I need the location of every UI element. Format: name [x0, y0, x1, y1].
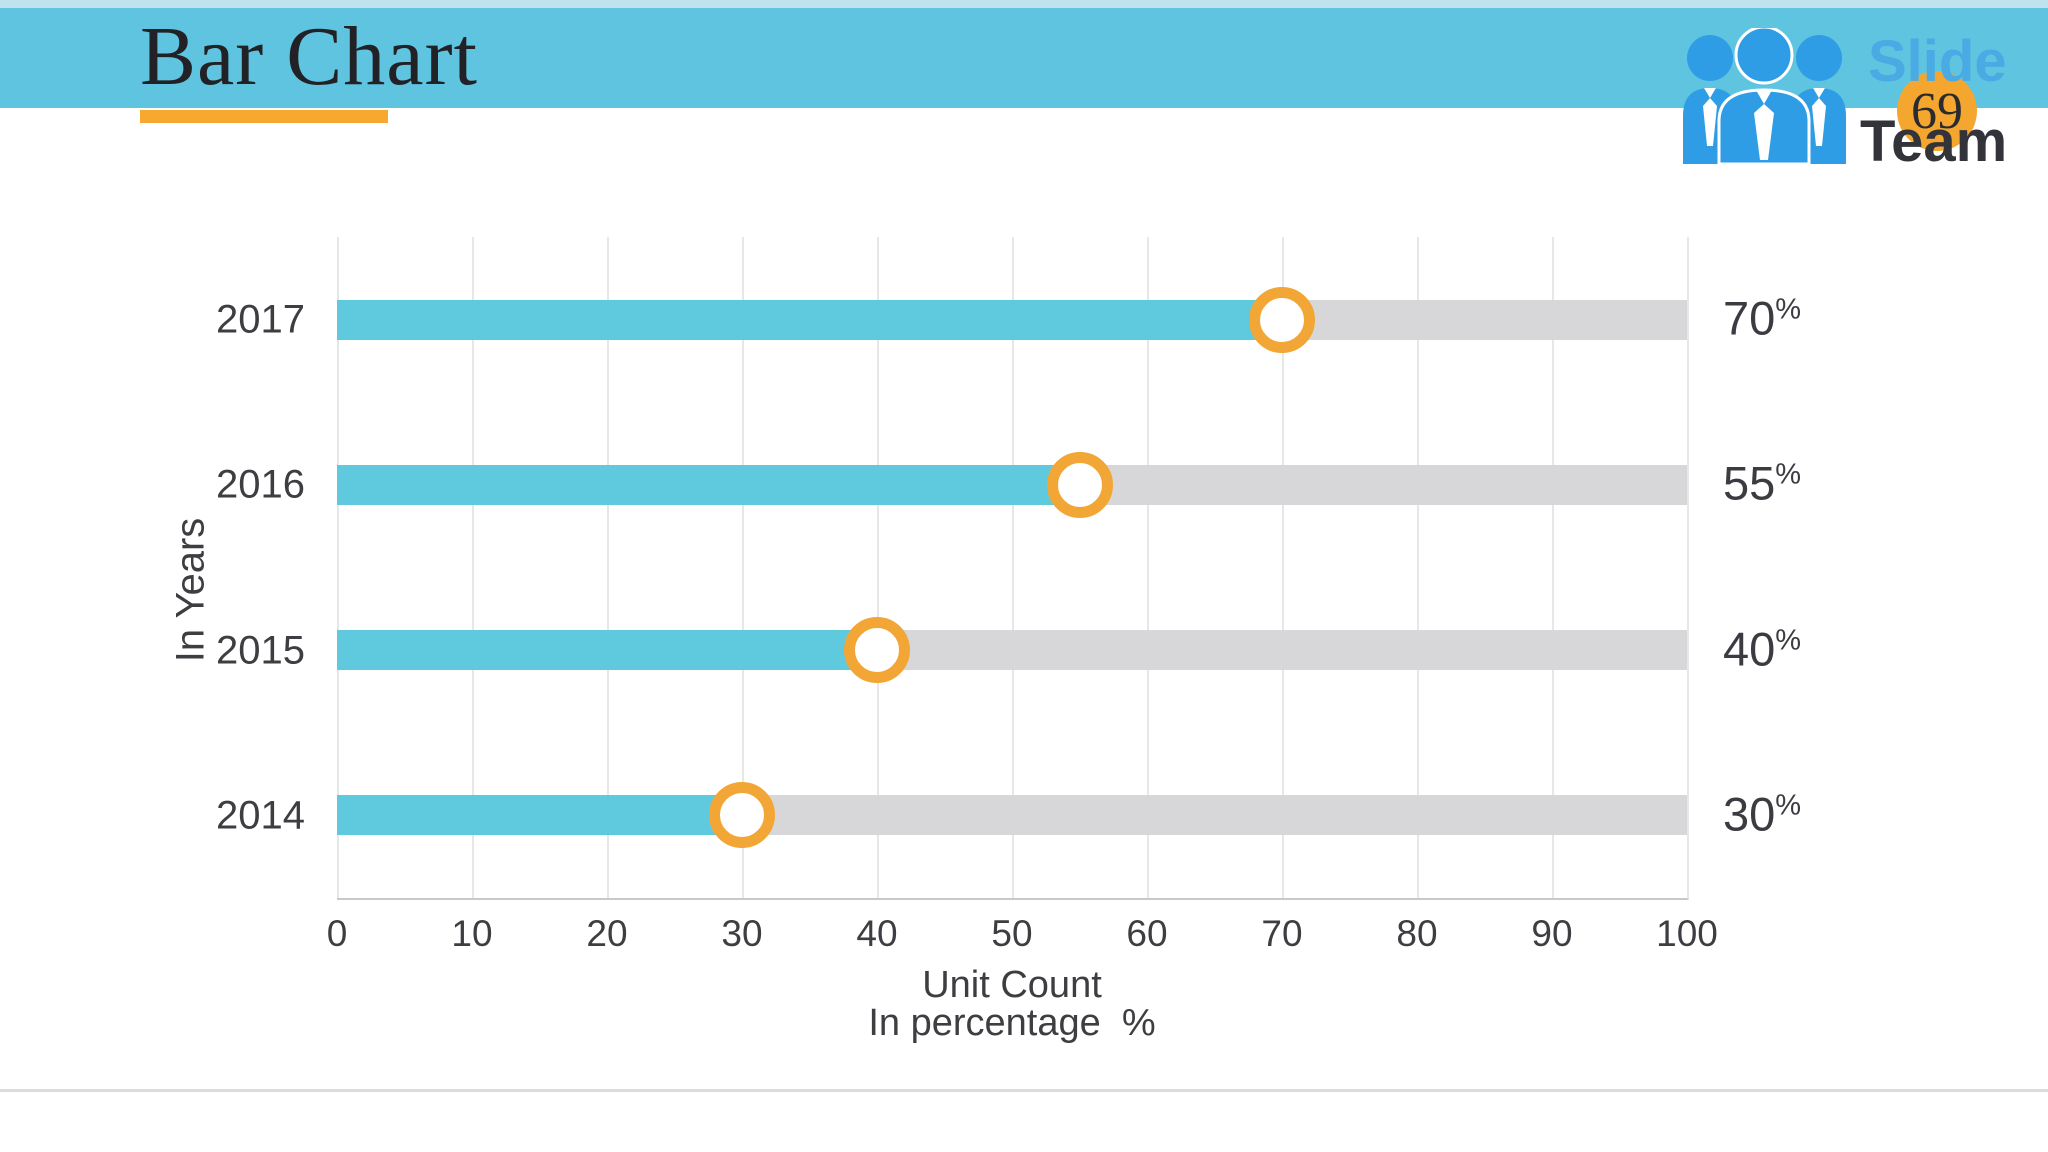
- slideteam-people-icon: [1683, 28, 1846, 164]
- logo-text-team: Team: [1860, 109, 2008, 174]
- x-tick: 100: [1656, 913, 1718, 954]
- logo-text-slide: Slide: [1868, 29, 2007, 94]
- x-tick: 0: [326, 913, 348, 954]
- y-axis-label-2016: 2016: [216, 462, 305, 507]
- bar-row-2016: [337, 452, 1687, 518]
- x-tick: 10: [451, 913, 493, 954]
- header-top-strip: [0, 0, 2048, 8]
- x-axis-ticks: 0 10 20 30 40 50 60 70 80 90 100: [327, 912, 1718, 956]
- slide-title: Bar Chart: [140, 10, 478, 103]
- bar-fill: [337, 465, 1080, 505]
- bar-fill: [337, 300, 1282, 340]
- value-labels: 70% 55% 40% 30%: [1723, 237, 2023, 898]
- value-label-2016: 55%: [1723, 456, 1802, 510]
- bar-marker-ring: [709, 782, 775, 848]
- bottom-divider-line: [0, 1089, 2048, 1092]
- logo-badge: 69: [1897, 71, 1977, 151]
- y-axis-title: In Years: [168, 517, 213, 663]
- x-tick: 50: [991, 913, 1033, 954]
- bar-row-2014: [337, 782, 1687, 848]
- bar-chart-plot-area: [337, 237, 1689, 900]
- y-axis-label-2015: 2015: [216, 628, 305, 673]
- percent-sign: %: [1775, 624, 1802, 657]
- x-axis-title-line1: Unit Count: [922, 964, 1102, 1006]
- x-axis-title-line2: In percentage %: [868, 1002, 1156, 1044]
- percent-sign: %: [1775, 293, 1802, 326]
- y-axis-label-2014: 2014: [216, 793, 305, 838]
- x-tick: 60: [1126, 913, 1168, 954]
- value-label-2017: 70%: [1723, 291, 1802, 345]
- x-tick: 30: [721, 913, 763, 954]
- y-axis-label-2017: 2017: [216, 297, 305, 342]
- bar-marker-ring: [1249, 287, 1315, 353]
- bar-row-2015: [337, 617, 1687, 683]
- bar-fill: [337, 795, 742, 835]
- x-tick: 20: [586, 913, 628, 954]
- x-tick: 40: [856, 913, 898, 954]
- value-label-2015: 40%: [1723, 622, 1802, 676]
- bar-fill: [337, 630, 877, 670]
- bar-marker-ring: [1046, 452, 1113, 518]
- title-underline-accent: [140, 110, 388, 123]
- x-tick: 70: [1261, 913, 1303, 954]
- percent-sign: %: [1775, 458, 1802, 491]
- percent-sign: %: [1775, 789, 1802, 822]
- y-axis-labels: 2017 2016 2015 2014: [0, 237, 305, 898]
- x-tick: 80: [1396, 913, 1438, 954]
- bar-row-2017: [337, 287, 1687, 353]
- logo-badge-number: 69: [1911, 82, 1963, 140]
- x-tick: 90: [1531, 913, 1573, 954]
- bar-marker-ring: [844, 617, 910, 683]
- value-label-2014: 30%: [1723, 787, 1802, 841]
